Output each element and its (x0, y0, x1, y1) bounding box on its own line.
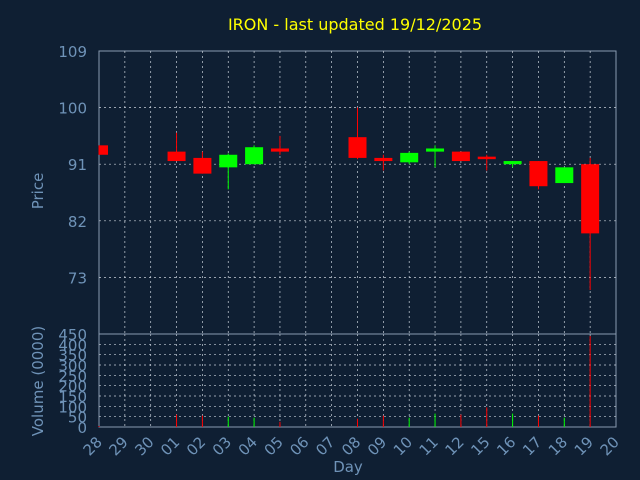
price-tick-label: 109 (58, 43, 87, 61)
candle-body (529, 161, 548, 187)
x-tick-label: 28 (80, 433, 106, 459)
x-tick-label: 09 (364, 433, 390, 459)
x-tick-label: 18 (545, 433, 571, 459)
candle-body (581, 164, 600, 234)
x-tick-label: 06 (286, 433, 312, 459)
x-tick-labels: 28 29 30 01 02 03 04 05 06 07 08 09 10 11 12 15 16 17 18 19… (80, 433, 623, 459)
x-tick-label: 12 (441, 433, 467, 459)
candle-body (99, 145, 108, 155)
price-axis-label: Price (29, 173, 47, 210)
x-tick-label: 10 (390, 433, 416, 459)
x-axis-label: Day (333, 458, 363, 476)
x-tick-label: 15 (467, 433, 493, 459)
x-tick-label: 17 (519, 433, 545, 459)
volume-axis-label: Volume (0000) (29, 326, 47, 436)
candle-body (219, 154, 238, 168)
candle-body (245, 147, 264, 165)
x-tick-label: 11 (416, 433, 442, 459)
x-tick-label: 19 (571, 433, 597, 459)
volume-tick-label: 200 (58, 378, 87, 396)
volume-tick-label: 250 (58, 367, 87, 385)
price-panel: 73 82 91 100 109 (58, 43, 617, 335)
volume-tick-label: 100 (58, 398, 87, 416)
price-tick-label: 100 (58, 100, 87, 118)
price-tick-label: 91 (68, 156, 87, 174)
volume-tick-label: 50 (68, 409, 87, 427)
x-tick-label: 29 (105, 433, 131, 459)
x-tick-label: 07 (312, 433, 338, 459)
volume-tick-label: 400 (58, 336, 87, 354)
candle-body (426, 148, 445, 152)
volume-tick-label: 150 (58, 388, 87, 406)
candle-body (348, 137, 367, 158)
volume-tick-label: 300 (58, 357, 87, 375)
price-tick-label: 82 (68, 213, 87, 231)
x-tick-label: 05 (261, 433, 287, 459)
x-tick-label: 02 (183, 433, 209, 459)
candle-body (374, 157, 393, 162)
candle-body (503, 161, 522, 165)
candle-body (167, 151, 186, 162)
x-tick-label: 08 (338, 433, 364, 459)
price-tick-label: 73 (68, 269, 87, 287)
chart-title: IRON - last updated 19/12/2025 (228, 15, 482, 34)
x-tick-label: 01 (157, 433, 183, 459)
x-tick-label: 04 (235, 433, 261, 459)
candle-body (451, 151, 470, 162)
candle-body (477, 156, 496, 160)
candle-body (270, 148, 289, 152)
volume-tick-label: 0 (77, 419, 87, 437)
candle-body (555, 167, 574, 184)
x-tick-label: 16 (493, 433, 519, 459)
x-tick-label: 20 (597, 433, 623, 459)
volume-tick-label: 450 (58, 326, 87, 344)
candle-body (193, 157, 212, 174)
candle-body (400, 152, 419, 163)
x-tick-label: 30 (131, 433, 157, 459)
x-tick-label: 03 (209, 433, 235, 459)
volume-tick-label: 350 (58, 347, 87, 365)
